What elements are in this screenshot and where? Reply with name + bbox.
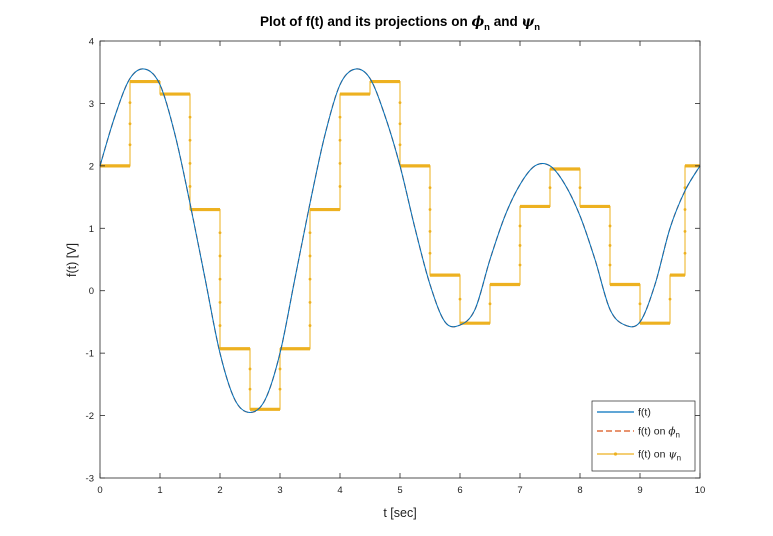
series-psi-marker xyxy=(338,138,342,142)
x-tick-label: 1 xyxy=(157,485,162,496)
series-psi-marker xyxy=(308,324,312,327)
series-psi-marker xyxy=(668,297,672,301)
series-psi-marker xyxy=(188,115,192,119)
series-psi-marker xyxy=(278,367,282,371)
series-psi-marker xyxy=(458,297,462,301)
series-psi-marker xyxy=(518,263,522,267)
x-tick-label: 3 xyxy=(277,485,282,496)
series-psi-marker xyxy=(683,230,687,233)
series-psi-marker xyxy=(683,208,687,211)
chart-title-subscript-1: n xyxy=(484,22,490,33)
series-psi-marker xyxy=(398,122,402,126)
chart-title-symbol-psi: ψ xyxy=(522,14,536,30)
series-psi-marker xyxy=(128,101,132,105)
x-tick-label: 2 xyxy=(217,485,222,496)
series-psi-marker xyxy=(428,186,432,190)
series-psi-marker xyxy=(188,138,192,142)
x-tick-label: 8 xyxy=(577,485,582,496)
series-f-line xyxy=(99,68,701,413)
legend-marker-psi xyxy=(613,452,618,456)
series-psi-marker xyxy=(428,230,432,233)
y-tick-label: -2 xyxy=(86,411,94,422)
legend-label-phi: f(t) on ϕn xyxy=(638,426,680,440)
y-tick-label: 1 xyxy=(89,224,94,235)
x-axis-label: t [sec] xyxy=(383,506,416,520)
legend-label-psi: f(t) on ψn xyxy=(638,449,681,463)
chart-title-middle: and xyxy=(490,14,522,29)
x-tick-label: 9 xyxy=(637,485,642,496)
series-psi-marker xyxy=(518,224,522,228)
legend-label-phi-symbol: ϕ xyxy=(668,426,675,438)
y-tick-label: -3 xyxy=(86,474,94,485)
legend-label-psi-prefix: f(t) on xyxy=(638,449,668,461)
y-tick-label: -1 xyxy=(86,349,94,360)
series-psi-marker xyxy=(578,186,582,190)
series-psi-marker xyxy=(218,254,222,258)
y-axis-label: f(t) [V] xyxy=(65,243,79,277)
series-psi-marker xyxy=(248,387,252,391)
y-tick-label: 3 xyxy=(89,99,94,110)
series-psi-marker xyxy=(683,251,687,255)
series-psi-marker xyxy=(638,302,642,306)
series-psi-marker xyxy=(608,263,612,267)
legend-label-f-text: f(t) xyxy=(638,407,651,419)
series-psi-marker xyxy=(548,186,552,190)
series-psi-marker xyxy=(218,324,222,327)
legend-label-phi-prefix: f(t) on xyxy=(638,426,668,438)
plot-frame xyxy=(99,40,701,479)
legend-label-psi-symbol: ψ xyxy=(668,449,677,461)
series-layer xyxy=(99,68,701,414)
legend: f(t) f(t) on ϕn f(t) on ψn xyxy=(591,400,696,472)
series-psi-marker xyxy=(518,244,522,247)
series-psi-marker xyxy=(308,277,312,281)
x-tick-label: 4 xyxy=(337,485,342,496)
series-psi-marker xyxy=(338,161,342,165)
series-psi-marker xyxy=(608,224,612,228)
legend-label-psi-subscript: n xyxy=(677,454,681,463)
series-psi-marker xyxy=(218,231,222,235)
legend-label-f: f(t) xyxy=(638,407,651,419)
series-psi-marker xyxy=(308,300,312,304)
series-psi-marker xyxy=(398,101,402,105)
series-psi-marker xyxy=(278,387,282,391)
y-tick-label: 2 xyxy=(89,161,94,172)
series-psi-marker xyxy=(338,115,342,119)
y-tick-label: 4 xyxy=(89,37,94,48)
series-psi-marker xyxy=(608,244,612,247)
series-psi-marker xyxy=(218,300,222,304)
y-tick-label: 0 xyxy=(89,286,94,297)
legend-label-phi-subscript: n xyxy=(676,431,680,440)
series-psi-marker xyxy=(248,367,252,371)
x-tick-label: 7 xyxy=(517,485,522,496)
series-psi-marker xyxy=(128,122,132,126)
x-tick-label: 10 xyxy=(695,485,706,496)
legend-box xyxy=(591,400,696,472)
series-psi-marker xyxy=(218,277,222,281)
series-psi-marker xyxy=(308,254,312,258)
series-psi-marker xyxy=(488,302,492,306)
x-tick-label: 6 xyxy=(457,485,462,496)
series-psi-marker xyxy=(428,251,432,255)
chart-title-subscript-2: n xyxy=(534,22,540,33)
series-psi-marker xyxy=(188,161,192,165)
series-psi-marker xyxy=(128,143,132,147)
series-psi-marker xyxy=(338,185,342,188)
series-psi-marker xyxy=(308,231,312,235)
chart-title-symbol-phi: ϕ xyxy=(471,14,484,30)
axes-layer: 0 1 2 3 4 5 6 7 8 9 10 -3 -2 -1 0 1 2 3 4 xyxy=(86,37,706,497)
x-tick-label: 0 xyxy=(97,485,102,496)
x-tick-label: 5 xyxy=(397,485,402,496)
series-psi-marker xyxy=(188,185,192,188)
series-psi-marker xyxy=(428,208,432,211)
chart-title: Plot of f(t) and its projections on ϕn a… xyxy=(260,14,540,33)
series-psi-marker xyxy=(398,143,402,147)
chart-title-prefix: Plot of f(t) and its projections on xyxy=(260,14,472,29)
